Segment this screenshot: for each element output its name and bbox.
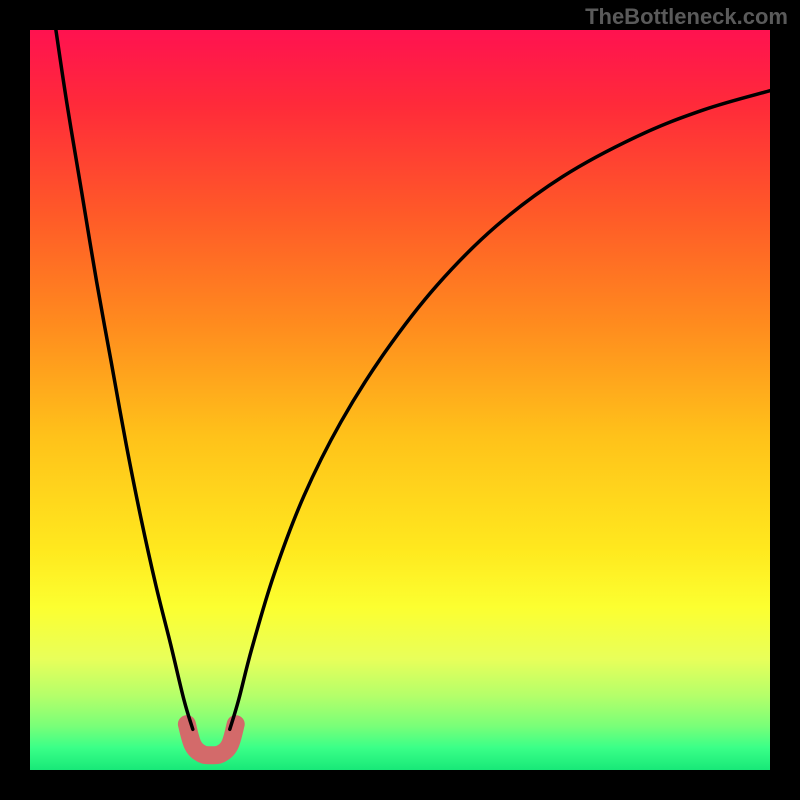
- curve-layer: [30, 30, 770, 770]
- plot-area: [30, 30, 770, 770]
- watermark-text: TheBottleneck.com: [585, 4, 788, 30]
- bottleneck-curve: [56, 30, 770, 729]
- chart-container: TheBottleneck.com: [0, 0, 800, 800]
